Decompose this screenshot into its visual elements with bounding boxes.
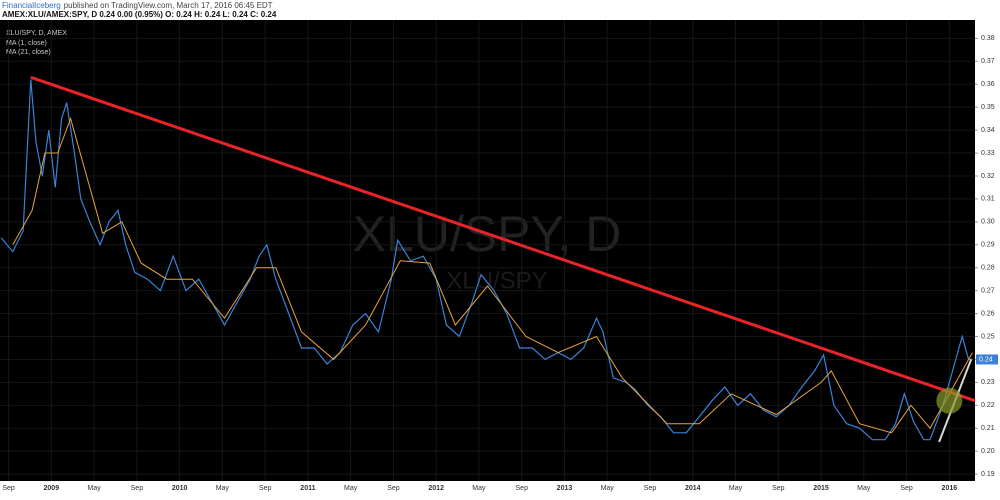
y-tick-label: 0.37	[981, 58, 995, 65]
x-tick-label: May	[216, 485, 230, 492]
y-tick-label: 0.27	[981, 287, 995, 294]
symbol-line: AMEX:XLU/AMEX:SPY, D 0.24 0.00 (0.95%) O…	[2, 10, 277, 19]
y-tick-label: 0.28	[981, 265, 995, 272]
publisher[interactable]: FinancialIceberg	[2, 1, 61, 10]
x-tick-label: Sep	[387, 485, 400, 492]
x-tick-label: May	[601, 485, 615, 492]
x-tick-label: Sep	[900, 485, 913, 492]
y-tick-label: 0.29	[981, 242, 995, 249]
x-tick-label: May	[472, 485, 486, 492]
y-tick-label: 0.36	[981, 81, 995, 88]
x-tick-label: May	[87, 485, 101, 492]
x-tick-label: May	[729, 485, 743, 492]
watermark-sub: XLU/SPY	[446, 267, 547, 294]
x-tick-label: 2016	[942, 485, 958, 492]
header: FinancialIceberg published on TradingView…	[2, 1, 273, 10]
x-tick-label: Sep	[2, 485, 15, 492]
y-tick-label: 0.38	[981, 35, 995, 42]
x-tick-label: May	[344, 485, 358, 492]
last-price-tag	[976, 354, 998, 365]
legend-entry: MA (21, close)	[6, 49, 51, 56]
y-tick-label: 0.19	[981, 471, 995, 478]
y-tick-label: 0.20	[981, 448, 995, 455]
x-tick-label: Sep	[131, 485, 144, 492]
series-line	[0, 79, 973, 441]
x-tick-label: Sep	[259, 485, 272, 492]
x-tick-label: Sep	[772, 485, 785, 492]
x-tick-label: 2014	[685, 485, 701, 492]
published: published on TradingView.com, March 17, …	[64, 1, 273, 10]
x-tick-label: 2015	[813, 485, 829, 492]
x-tick-label: Sep	[516, 485, 529, 492]
y-tick-label: 0.35	[981, 104, 995, 111]
x-tick-label: 2010	[172, 485, 188, 492]
highlight	[936, 387, 963, 414]
trendline	[30, 75, 976, 403]
x-tick-label: 2013	[557, 485, 573, 492]
y-tick-label: 0.33	[981, 150, 995, 157]
y-tick-label: 0.31	[981, 196, 995, 203]
legend-entry: MA (1, close)	[6, 40, 47, 47]
series-line	[12, 116, 973, 434]
chart-title: XLU/SPY, D, AMEX	[6, 30, 67, 37]
y-tick-label: 0.21	[981, 425, 995, 432]
y-tick-label: 0.34	[981, 127, 995, 134]
x-tick-label: 2009	[44, 485, 60, 492]
y-tick-label: 0.32	[981, 173, 995, 180]
x-tick-label: Sep	[644, 485, 657, 492]
y-tick-label: 0.30	[981, 219, 995, 226]
y-tick-label: 0.26	[981, 310, 995, 317]
last-price-label: 0.24	[979, 356, 993, 363]
y-tick-label: 0.23	[981, 379, 995, 386]
x-tick-label: 2012	[428, 485, 444, 492]
y-tick-label: 0.25	[981, 333, 995, 340]
y-tick-label: 0.22	[981, 402, 995, 409]
x-tick-label: 2011	[300, 485, 315, 492]
x-tick-label: May	[857, 485, 871, 492]
plot-area	[0, 20, 975, 481]
